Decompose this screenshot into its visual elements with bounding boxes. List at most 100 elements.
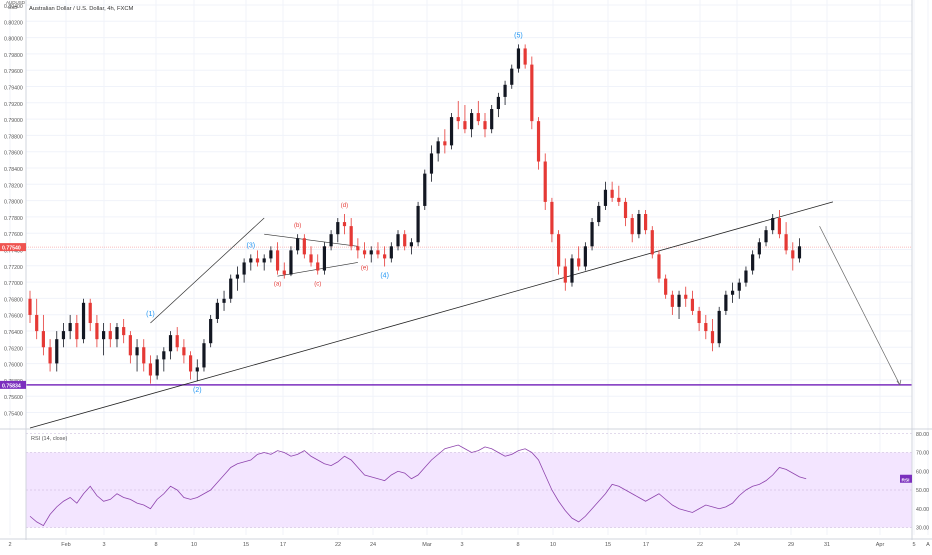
candle-body [296, 238, 300, 251]
candle-body [409, 242, 413, 247]
candle-body [102, 331, 106, 340]
candle-body [777, 218, 782, 235]
candle-body [128, 335, 132, 356]
candle-body [229, 278, 233, 299]
candle-body [416, 205, 420, 243]
time-tick-label: 22 [335, 542, 341, 548]
wave-label-2: (2) [193, 387, 202, 394]
candle-body [188, 355, 193, 372]
wave-label-b: (b) [294, 223, 301, 229]
projection-arrowhead [896, 379, 902, 386]
time-tick-label: 3 [102, 542, 105, 548]
candle-body [637, 214, 641, 235]
candle-body [617, 197, 621, 202]
candle-body [543, 161, 547, 202]
candle-body [650, 230, 654, 255]
wave-label-3: (3) [247, 242, 256, 249]
rsi-tick-label: 70.00 [916, 451, 929, 457]
candle-body [623, 201, 628, 219]
price-tick-label: 0.77400 [4, 249, 23, 255]
candle-body [730, 290, 735, 295]
candle-body [784, 234, 788, 251]
time-tick-label: A [926, 542, 930, 548]
candle-body [503, 84, 507, 97]
candle-body [155, 359, 159, 376]
candle-body [684, 294, 688, 299]
candle-body [369, 250, 373, 255]
candle-body [577, 258, 581, 267]
candle-body [68, 323, 72, 332]
candle-body [122, 327, 126, 336]
price-tick-label: 0.77600 [4, 232, 23, 238]
wave-label-4: (4) [380, 272, 389, 279]
price-tick-label: 0.76000 [4, 363, 23, 369]
candle-body [463, 121, 467, 130]
wave-label-a: (a) [274, 282, 281, 288]
candle-body [282, 270, 286, 275]
candle-body [322, 246, 327, 271]
candle-body [35, 314, 39, 332]
projection-arrow-line[interactable] [819, 225, 901, 386]
time-tick-label: 29 [788, 542, 794, 548]
rsi-tick-label: 30.00 [916, 526, 929, 532]
price-tick-label: 0.76200 [4, 346, 23, 352]
price-tick-label: 0.78800 [4, 134, 23, 140]
candle-body [55, 339, 59, 364]
candle-body [222, 298, 226, 303]
candle-body [456, 117, 460, 122]
time-tick-label: Mar [422, 542, 432, 548]
candle-body [95, 323, 99, 340]
candle-body [262, 258, 266, 263]
candle-body [349, 226, 353, 247]
time-tick-label: 22 [697, 542, 703, 548]
trendline[interactable] [29, 201, 834, 429]
rsi-tick-label: 50.00 [916, 488, 929, 494]
wave-label-e: (e) [361, 265, 368, 271]
candle-body [162, 351, 166, 360]
candle-body [670, 294, 674, 307]
time-tick-label: Feb [61, 542, 70, 548]
rsi-line [29, 444, 807, 527]
candle-body [202, 343, 206, 368]
candle-body [570, 258, 574, 283]
rsi-indicator-title: RSI (14, close) [31, 436, 68, 442]
time-tick-label: 17 [280, 542, 286, 548]
triangle-upper-line[interactable] [264, 233, 358, 247]
candle-body [724, 294, 728, 311]
candle-body [536, 121, 541, 162]
candle-body [215, 302, 219, 319]
candle-body [423, 173, 427, 206]
candle-body [697, 310, 701, 324]
candle-body [182, 347, 186, 356]
candle-body [175, 335, 179, 348]
time-tick-label: 2 [8, 542, 11, 548]
rsi-panel [26, 433, 912, 528]
candle-body [771, 218, 775, 231]
support-price-text: 0.75834 [2, 383, 21, 389]
candle-body [168, 335, 173, 352]
wave3-line[interactable] [150, 217, 265, 324]
candle-body [630, 218, 634, 235]
candle-body [690, 298, 695, 311]
candle-body [75, 323, 79, 340]
candle-body [396, 234, 400, 247]
candle-body [436, 141, 440, 154]
time-tick-label: Apr [876, 542, 885, 548]
price-tick-label: 0.79000 [4, 118, 23, 124]
wave-label-5: (5) [514, 32, 523, 39]
candle-body [389, 246, 393, 259]
candle-body [643, 214, 648, 231]
candle-body [302, 238, 306, 255]
candle-body [483, 121, 487, 130]
candle-body [583, 246, 587, 267]
candle-body [550, 201, 554, 235]
candle-body [710, 331, 715, 344]
candle-body [563, 266, 567, 283]
candle-body [657, 254, 661, 279]
time-tick-label: 24 [370, 542, 376, 548]
price-tick-label: 0.75400 [4, 412, 23, 418]
wave-labels: (1) (2) (3) (4) (5) (a) (b) (c) (d) (e) [146, 32, 523, 394]
